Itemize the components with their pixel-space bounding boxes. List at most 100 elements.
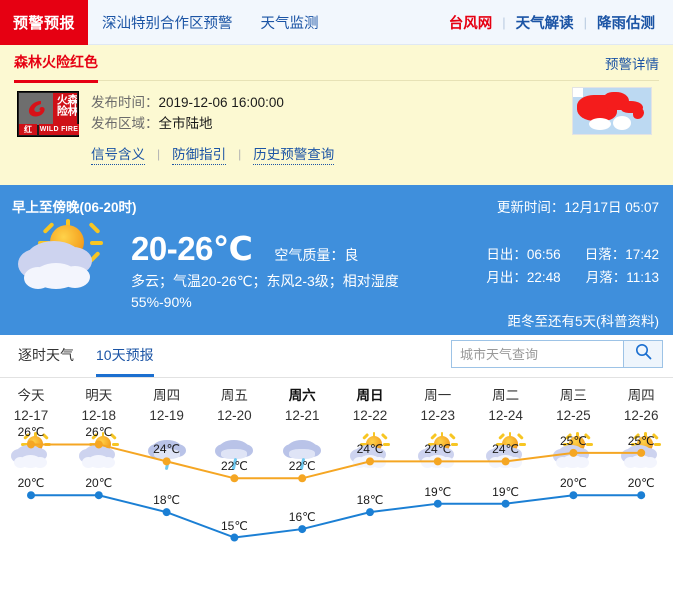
sunset-value: 17:42 <box>625 247 659 262</box>
nav-link-rain-estimate[interactable]: 降雨估测 <box>597 16 655 32</box>
forecast-day-column[interactable]: 周三 12-25 <box>540 378 608 476</box>
alert-detail-link[interactable]: 预警详情 <box>605 56 659 72</box>
link-divider: | <box>157 147 161 161</box>
partly-cloudy-icon <box>10 219 115 299</box>
alert-issue-time-value: 2019-12-06 16:00:00 <box>158 95 284 110</box>
forecast-day-name: 周三 <box>559 388 587 403</box>
badge-vertical-text: 森林火险 <box>53 93 77 125</box>
high-temp-label: 25℃ <box>559 433 587 448</box>
alert-area-label: 发布区域： <box>91 116 159 131</box>
forecast-day-date: 12-24 <box>488 408 523 423</box>
high-temp-label: 25℃ <box>627 433 655 448</box>
air-quality-value: 良 <box>344 247 359 263</box>
partly-cloudy-icon <box>9 432 53 472</box>
sunrise-row: 日出：06:56 <box>486 243 560 266</box>
today-temp-row: 20-26℃ 空气质量：良 <box>131 231 431 267</box>
alert-panel: 森林火险红色 预警详情 森林火险 红 WILD FIRE 发布时间：2019-1… <box>0 45 673 185</box>
high-temp-label: 22℃ <box>220 459 248 474</box>
forecast-day-column[interactable]: 周四 12-19 <box>133 378 201 476</box>
sunset-row: 日落：17:42 <box>585 243 659 266</box>
badge-bottom-bar: 红 WILD FIRE <box>19 124 79 135</box>
today-right-block: 更新时间：12月17日 05:07 日出：06:56 月出：22:48 日落：1… <box>486 197 659 333</box>
badge-level-label: 红 <box>19 124 37 135</box>
alert-issue-time-label: 发布时间： <box>91 95 159 110</box>
search-icon <box>635 343 652 365</box>
today-air-quality: 空气质量：良 <box>274 245 358 265</box>
map-water-inlet-2 <box>613 116 631 130</box>
forecast-day-column[interactable]: 周二 12-24 <box>472 378 540 476</box>
winter-solstice-note[interactable]: 距冬至还有5天(科普资料) <box>507 314 660 329</box>
sunrise-label: 日出： <box>486 247 527 262</box>
low-temp-label: 20℃ <box>627 476 655 491</box>
flame-icon <box>25 98 48 120</box>
today-weather-panel: 早上至傍晚(06-20时) 20-26℃ 空气质量：良 多云；气温 <box>0 185 673 335</box>
low-temp-label: 20℃ <box>17 476 45 491</box>
forest-fire-warning-badge: 森林火险 红 WILD FIRE <box>17 91 79 137</box>
forecast-day-date: 12-23 <box>420 408 456 423</box>
alert-text-block: 发布时间：2019-12-06 16:00:00 发布区域：全市陆地 信号含义 … <box>91 91 335 165</box>
nav-divider: | <box>583 15 587 30</box>
forecast-day-date: 12-21 <box>284 408 320 423</box>
forecast-day-name: 周五 <box>220 388 248 403</box>
nav-divider: | <box>502 15 506 30</box>
forecast-day-column[interactable]: 周四 12-26 <box>607 378 673 476</box>
shenzhen-alert-map[interactable] <box>572 87 652 135</box>
forecast-day-date: 12-22 <box>352 408 388 423</box>
forecast-day-column[interactable]: 周日 12-22 <box>336 378 404 476</box>
link-history-alerts[interactable]: 历史预警查询 <box>253 143 335 165</box>
alert-links-row: 信号含义 | 防御指引 | 历史预警查询 <box>91 143 335 165</box>
forecast-day-name: 周日 <box>356 388 384 403</box>
forecast-day-date: 12-26 <box>623 408 659 423</box>
forecast-day-date: 12-18 <box>81 408 117 423</box>
badge-flame-cell <box>19 93 54 125</box>
high-temp-label: 26℃ <box>17 425 45 440</box>
forecast-day-date: 12-17 <box>13 408 49 423</box>
forecast-day-name: 周四 <box>153 388 181 403</box>
search-button[interactable] <box>623 340 663 368</box>
alert-area-row: 发布区域：全市陆地 <box>91 113 334 134</box>
forecast-day-name: 周二 <box>492 388 520 403</box>
moonset-value: 11:13 <box>626 270 659 285</box>
alert-tab-row: 森林火险红色 预警详情 <box>14 45 659 83</box>
update-time-value: 12月17日 05:07 <box>564 200 659 215</box>
today-info-block: 20-26℃ 空气质量：良 多云；气温20-26℃；东风2-3级；相对湿度55%… <box>131 219 431 313</box>
forecast-day-name: 明天 <box>85 388 113 403</box>
tab-ten-day-forecast[interactable]: 10天预报 <box>96 345 154 377</box>
forecast-day-date: 12-19 <box>149 408 184 423</box>
forecast-day-column[interactable]: 周一 12-23 <box>404 378 472 476</box>
alert-area-value: 全市陆地 <box>158 116 213 131</box>
low-temp-label: 18℃ <box>153 493 181 508</box>
low-temp-label: 15℃ <box>220 518 248 533</box>
moonset-label: 月落： <box>585 270 627 285</box>
link-signal-meaning[interactable]: 信号含义 <box>91 143 145 165</box>
high-temp-label: 24℃ <box>424 442 452 457</box>
sunset-label: 日落： <box>584 247 626 262</box>
search-input[interactable] <box>451 340 623 368</box>
forecast-day-name: 周六 <box>288 388 316 403</box>
low-temp-label: 20℃ <box>85 476 113 491</box>
today-description: 多云；气温20-26℃；东风2-3级；相对湿度55%-90% <box>131 273 399 310</box>
alert-issue-time-row: 发布时间：2019-12-06 16:00:00 <box>91 92 334 113</box>
partly-cloudy-icon <box>77 432 121 472</box>
sunrise-value: 06:56 <box>526 247 561 262</box>
low-temp-label: 19℃ <box>492 484 520 499</box>
forecast-day-name: 周一 <box>424 388 452 403</box>
tab-hourly-weather[interactable]: 逐时天气 <box>18 347 74 363</box>
alert-body: 森林火险 红 WILD FIRE 发布时间：2019-12-06 16:00:0… <box>14 81 659 165</box>
update-time-label: 更新时间： <box>496 200 565 215</box>
today-period-title: 早上至傍晚(06-20时) <box>12 200 137 215</box>
link-defense-guide[interactable]: 防御指引 <box>172 143 227 165</box>
high-temp-label: 24℃ <box>492 442 520 457</box>
low-temp-label: 16℃ <box>288 510 316 525</box>
nav-item-primary[interactable]: 预警预报 <box>0 0 88 45</box>
nav-item-shenshan-alert[interactable]: 深汕特别合作区预警 <box>102 15 233 32</box>
moonrise-value: 22:48 <box>526 270 561 285</box>
moonset-row: 月落：11:13 <box>585 266 659 289</box>
alert-tab-forest-fire-red[interactable]: 森林火险红色 <box>14 52 98 83</box>
low-temp-label: 19℃ <box>424 484 452 499</box>
today-temperature-range: 20-26℃ <box>131 230 253 267</box>
nav-link-weather-analysis[interactable]: 天气解读 <box>515 16 574 32</box>
nav-item-weather-monitor[interactable]: 天气监测 <box>260 15 319 32</box>
forecast-day-name: 周四 <box>627 388 655 403</box>
nav-link-typhoon[interactable]: 台风网 <box>448 16 493 32</box>
